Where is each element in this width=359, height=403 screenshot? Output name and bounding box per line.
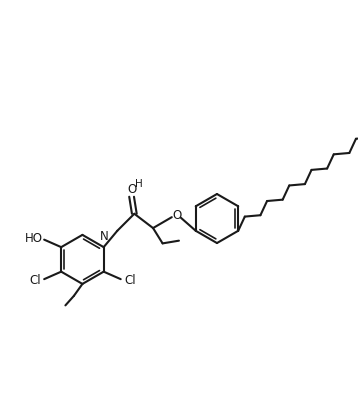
Text: O: O — [173, 209, 182, 222]
Text: N: N — [100, 230, 109, 243]
Text: O: O — [127, 183, 136, 196]
Text: HO: HO — [25, 232, 43, 245]
Text: H: H — [135, 179, 142, 189]
Text: Cl: Cl — [124, 274, 136, 287]
Text: Cl: Cl — [29, 274, 41, 287]
